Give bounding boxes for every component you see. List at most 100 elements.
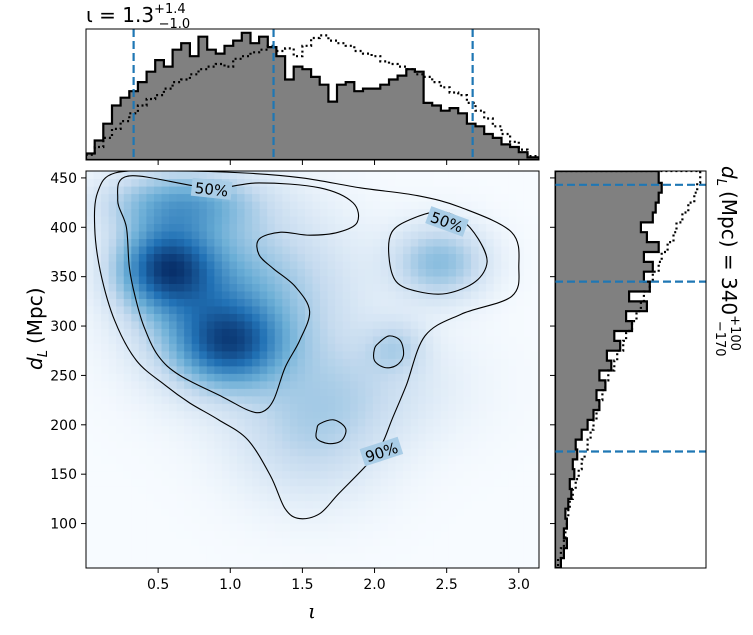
density-cell bbox=[320, 455, 329, 464]
density-cell bbox=[335, 178, 344, 187]
density-cell bbox=[312, 380, 321, 389]
density-cell bbox=[320, 515, 329, 524]
density-cell bbox=[372, 388, 382, 397]
density-cell bbox=[463, 455, 472, 464]
density-cell bbox=[138, 455, 147, 464]
density-cell bbox=[184, 208, 193, 217]
density-cell bbox=[478, 508, 487, 517]
density-cell bbox=[342, 538, 351, 547]
density-cell bbox=[418, 350, 427, 359]
density-cell bbox=[221, 380, 231, 389]
density-cell bbox=[380, 298, 389, 307]
density-cell bbox=[93, 350, 102, 359]
density-cell bbox=[289, 448, 298, 457]
density-cell bbox=[380, 538, 389, 547]
density-cell bbox=[342, 433, 351, 442]
density-cell bbox=[274, 350, 283, 359]
density-cell bbox=[206, 425, 215, 434]
density-cell bbox=[403, 343, 412, 352]
density-cell bbox=[486, 530, 495, 539]
density-cell bbox=[425, 485, 434, 494]
density-cell bbox=[380, 410, 389, 419]
density-cell bbox=[380, 425, 389, 434]
density-cell bbox=[350, 335, 359, 344]
density-cell bbox=[86, 500, 95, 509]
density-cell bbox=[123, 223, 132, 232]
density-cell bbox=[282, 238, 291, 247]
density-cell bbox=[320, 193, 329, 202]
density-cell bbox=[161, 448, 170, 457]
density-cell bbox=[191, 455, 200, 464]
density-cell bbox=[289, 343, 298, 352]
density-cell bbox=[463, 523, 472, 532]
density-cell bbox=[214, 373, 223, 382]
density-cell bbox=[184, 365, 193, 374]
density-cell bbox=[493, 350, 502, 359]
density-cell bbox=[86, 305, 95, 314]
density-cell bbox=[455, 171, 465, 180]
density-cell bbox=[123, 215, 132, 225]
density-cell bbox=[153, 223, 163, 232]
density-cell bbox=[388, 545, 397, 554]
density-cell bbox=[350, 515, 359, 524]
density-cell bbox=[342, 515, 351, 524]
density-cell bbox=[448, 343, 457, 352]
density-cell bbox=[508, 373, 517, 382]
density-cell bbox=[327, 320, 336, 329]
density-cell bbox=[425, 238, 434, 247]
density-cell bbox=[380, 545, 389, 554]
density-cell bbox=[221, 305, 231, 314]
density-cell bbox=[116, 373, 125, 382]
density-cell bbox=[403, 200, 412, 210]
density-cell bbox=[304, 493, 314, 502]
density-cell bbox=[380, 478, 389, 487]
density-cell bbox=[486, 410, 495, 419]
density-cell bbox=[508, 485, 517, 494]
density-cell bbox=[259, 560, 268, 568]
density-cell bbox=[501, 553, 510, 562]
density-cell bbox=[455, 493, 465, 502]
density-cell bbox=[372, 508, 382, 517]
density-cell bbox=[523, 275, 533, 284]
density-cell bbox=[123, 478, 132, 487]
density-cell bbox=[267, 223, 276, 232]
density-cell bbox=[448, 350, 457, 359]
density-cell bbox=[131, 523, 140, 532]
density-cell bbox=[410, 448, 419, 457]
density-cell bbox=[342, 253, 351, 262]
density-cell bbox=[327, 185, 336, 195]
density-cell bbox=[523, 485, 533, 494]
density-cell bbox=[237, 328, 246, 337]
density-cell bbox=[229, 425, 238, 434]
density-cell bbox=[433, 260, 442, 269]
density-cell bbox=[410, 530, 419, 539]
density-cell bbox=[221, 171, 231, 180]
density-cell bbox=[410, 238, 419, 247]
density-cell bbox=[388, 508, 397, 517]
density-cell bbox=[357, 365, 366, 374]
density-cell bbox=[237, 373, 246, 382]
density-cell bbox=[282, 313, 291, 322]
density-cell bbox=[153, 238, 163, 247]
density-cell bbox=[486, 215, 495, 225]
density-cell bbox=[365, 425, 374, 434]
density-cell bbox=[433, 530, 442, 539]
density-cell bbox=[289, 553, 298, 562]
density-cell bbox=[153, 538, 163, 547]
density-cell bbox=[486, 245, 495, 254]
density-cell bbox=[486, 283, 495, 292]
density-cell bbox=[252, 545, 261, 554]
density-cell bbox=[516, 553, 525, 562]
density-cell bbox=[153, 523, 163, 532]
density-cell bbox=[252, 358, 261, 367]
density-cell bbox=[403, 350, 412, 359]
density-cell bbox=[531, 395, 539, 404]
density-cell bbox=[455, 358, 465, 367]
density-cell bbox=[320, 335, 329, 344]
density-cell bbox=[320, 200, 329, 210]
density-cell bbox=[372, 538, 382, 547]
density-cell bbox=[410, 373, 419, 382]
density-cell bbox=[259, 328, 268, 337]
density-cell bbox=[206, 373, 215, 382]
density-cell bbox=[131, 440, 140, 449]
